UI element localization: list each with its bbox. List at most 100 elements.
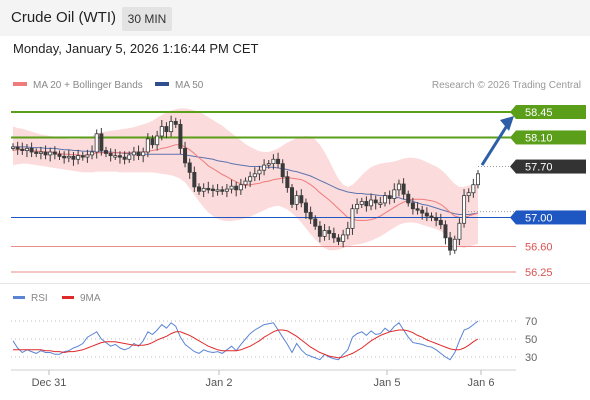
candle-body — [229, 185, 234, 190]
candle-body — [24, 147, 29, 151]
x-tick-label: Jan 6 — [468, 377, 495, 389]
header-bar: Crude Oil (WTI) 30 MIN — [0, 0, 590, 36]
candle-body — [387, 195, 392, 199]
level-tag — [516, 210, 586, 225]
candle-body — [262, 164, 267, 171]
candle-body — [373, 199, 378, 204]
candle-body — [220, 189, 225, 192]
candle-body — [299, 195, 304, 204]
candle-body — [438, 219, 443, 226]
candle-body — [294, 195, 299, 205]
candle-body — [71, 155, 76, 160]
candle-body — [243, 180, 248, 186]
level-tag — [516, 159, 586, 174]
candle-body — [90, 151, 95, 156]
level-tag — [516, 105, 586, 119]
candle-body — [52, 151, 57, 155]
candle-body — [43, 151, 48, 156]
candle-body — [396, 183, 401, 191]
candle-body — [308, 211, 313, 220]
level-label: 56.60 — [525, 242, 553, 254]
x-tick-label: Jan 2 — [206, 377, 233, 389]
candle-body — [466, 192, 471, 197]
candle-body — [429, 215, 434, 218]
forecast-arrowhead — [500, 116, 514, 131]
rsi-swatch-icon — [13, 295, 25, 299]
candle-body — [164, 126, 169, 133]
candle-body — [336, 237, 341, 242]
legend-bollinger-label: MA 20 + Bollinger Bands — [33, 80, 143, 91]
candle-body — [382, 195, 387, 204]
candle-body — [131, 151, 136, 156]
candle-body — [127, 154, 132, 160]
candle-body — [364, 201, 369, 207]
candle-body — [183, 147, 188, 164]
candle-body — [313, 218, 318, 227]
candle-body — [20, 148, 25, 151]
legend-ma50-label: MA 50 — [175, 80, 204, 91]
candle-body — [462, 195, 467, 224]
rsi-tick-label: 30 — [525, 352, 537, 364]
level-tag-arrow — [510, 105, 516, 119]
legend-9ma-label: 9MA — [80, 293, 101, 304]
candle-body — [141, 151, 146, 157]
candle-body — [410, 202, 415, 210]
rsi-ma-line — [13, 329, 479, 359]
rsi-line — [12, 320, 479, 361]
candle-body — [117, 155, 122, 158]
credit-text: Research © 2026 Trading Central — [431, 80, 581, 91]
level-label: 57.70 — [525, 162, 553, 174]
level-label: 57.00 — [525, 212, 553, 224]
candle-body — [406, 193, 411, 204]
chart-datetime: Monday, January 5, 2026 1:16:44 PM CET — [13, 41, 259, 56]
candle-body — [280, 163, 285, 178]
candle-body — [178, 123, 183, 149]
candle-body — [424, 212, 429, 217]
candle-body — [475, 173, 480, 186]
candle-body — [150, 138, 155, 146]
legend-ma50: MA 50 — [155, 80, 203, 91]
candle-body — [113, 155, 118, 158]
candle-body — [266, 163, 271, 166]
candle-body — [257, 169, 262, 175]
candle-body — [155, 135, 160, 146]
candle-body — [448, 237, 453, 251]
candle-body — [136, 151, 141, 157]
candle-body — [457, 222, 462, 240]
level-label: 58.45 — [525, 107, 553, 119]
candle-body — [48, 151, 53, 156]
candle-body — [415, 208, 420, 211]
candle-body — [192, 171, 197, 188]
candle-body — [303, 202, 308, 213]
candle-body — [341, 234, 346, 242]
timeframe-button[interactable]: 30 MIN — [122, 7, 172, 31]
candle-body — [471, 184, 476, 194]
legend-rsi-label: RSI — [31, 293, 48, 304]
candle-body — [238, 184, 243, 191]
candle-body — [66, 155, 71, 159]
instrument-title: Crude Oil (WTI) — [11, 9, 116, 26]
ma50-line — [13, 146, 479, 215]
candle-body — [145, 138, 150, 153]
candle-body — [94, 133, 99, 153]
candle-body — [99, 133, 104, 151]
rsi-tick-label: 70 — [525, 316, 537, 328]
legend-rsi: RSI — [13, 293, 48, 304]
forecast-arrow — [480, 123, 510, 166]
ma50-swatch-icon — [155, 82, 169, 87]
candle-body — [369, 199, 374, 207]
candle-body — [443, 224, 448, 239]
level-tag — [516, 130, 586, 145]
candle-body — [38, 151, 43, 154]
candle-body — [378, 202, 383, 205]
candle-body — [322, 230, 327, 237]
candle-body — [452, 238, 457, 251]
candle-body — [215, 189, 220, 192]
candle-body — [234, 185, 239, 191]
rsi-tick-label: 50 — [525, 334, 537, 346]
level-tag-arrow — [510, 159, 516, 174]
candle-body — [196, 186, 201, 192]
rsi-ma-swatch-icon — [62, 295, 74, 299]
level-tag-arrow — [510, 130, 516, 145]
candle-body — [271, 158, 276, 165]
